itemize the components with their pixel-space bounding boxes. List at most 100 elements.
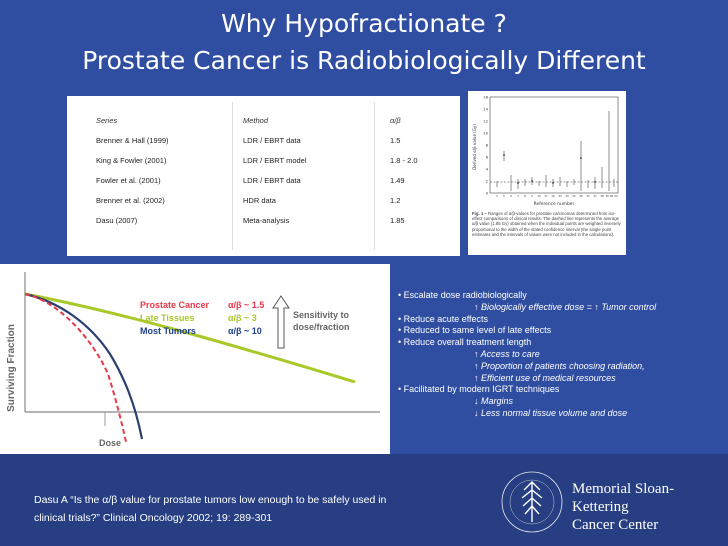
bullet-text: Reduce overall treatment length	[403, 337, 532, 348]
up-arrow-icon: ↑	[474, 348, 479, 359]
table-row: Brenner & Hall (1999) LDR / EBRT data 1.…	[67, 130, 460, 150]
surviving-fraction-label: Surviving Fraction	[6, 324, 17, 412]
legend-tumors-ratio: α/β ~ 10	[228, 326, 262, 336]
cell-alpha-beta: 1.49	[390, 175, 405, 185]
bullet-icon: •	[398, 313, 402, 324]
table-row: Fowler et al. (2001) LDR / EBRT data 1.4…	[67, 170, 460, 190]
x-tick: 19	[551, 194, 555, 198]
sub-bullet-item: ↓ Margins	[398, 396, 723, 408]
table-row: King & Fowler (2001) LDR / EBRT model 1.…	[67, 150, 460, 170]
alpha-beta-range-figure: 0 2 4 6 8 10 12 14 16 Derived α/β value …	[468, 91, 626, 255]
x-tick: 39	[605, 194, 609, 198]
sub-bullet-text: Biologically effective dose = ↑ Tumor co…	[481, 301, 657, 312]
prostate-cancer-curve	[24, 293, 127, 443]
y-tick: 6	[486, 155, 489, 160]
data-point	[531, 180, 533, 182]
x-tick: 36	[579, 194, 583, 198]
up-arrow-icon: ↑	[474, 372, 479, 383]
down-arrow-icon: ↓	[474, 407, 479, 418]
data-point	[594, 181, 596, 183]
data-point	[580, 157, 582, 159]
late-tissues-curve	[24, 292, 356, 384]
cell-series: Brenner & Hall (1999)	[96, 135, 169, 145]
y-tick: 14	[483, 107, 488, 112]
cell-alpha-beta: 1.8 - 2.0	[390, 155, 418, 165]
y-tick: 8	[486, 143, 489, 148]
cell-method: HDR data	[243, 195, 276, 205]
legend-most-tumors: Most Tumors	[140, 326, 196, 336]
x-tick: 47	[593, 194, 597, 198]
bullet-icon: •	[398, 384, 402, 395]
cell-method: LDR / EBRT data	[243, 175, 301, 185]
caption-text: Ranges of α/β-values for prostate carcin…	[472, 211, 621, 237]
citation: Dasu A “Is the α/β value for prostate tu…	[34, 491, 386, 527]
slide-title-line-1: Why Hypofractionate ?	[221, 9, 507, 38]
sensitivity-label-1: Sensitivity to	[293, 310, 350, 320]
citation-line-1: Dasu A “Is the α/β value for prostate tu…	[34, 494, 387, 506]
cell-method: Meta-analysis	[243, 215, 290, 225]
legend-prostate-ratio: α/β ~ 1.5	[228, 300, 264, 310]
x-tick: 37	[586, 194, 590, 198]
y-tick: 12	[483, 119, 488, 124]
logo-line-1: Memorial Sloan-Kettering	[572, 481, 675, 515]
x-tick: 10	[537, 194, 541, 198]
header-alpha-beta: α/β	[390, 115, 401, 125]
logo-line-2: Cancer Center	[572, 517, 659, 533]
x-axis-label: Reference number	[534, 201, 575, 207]
sub-bullet-text: Margins	[481, 396, 514, 407]
x-tick: 33	[558, 194, 562, 198]
citation-line-2: clinical trials?” Clinical Oncology 2002…	[34, 512, 273, 524]
sub-bullet-item: ↑ Proportion of patients choosing radiat…	[398, 361, 723, 373]
alpha-beta-table: Series Method α/β Brenner & Hall (1999) …	[67, 96, 460, 256]
sub-bullet-item: ↑ Efficient use of medical resources	[398, 373, 723, 385]
sub-bullet-text: Proportion of patients choosing radiatio…	[481, 360, 645, 371]
sub-bullet-text: Less normal tissue volume and dose	[481, 407, 628, 418]
bullet-item: • Reduced to same level of late effects	[398, 325, 723, 337]
cell-series: Fowler et al. (2001)	[96, 175, 161, 185]
sub-bullet-text: Access to care	[480, 348, 540, 359]
sub-bullet-item: ↓ Less normal tissue volume and dose	[398, 408, 723, 420]
x-tick: 25	[572, 194, 576, 198]
sub-bullet-item: ↑ Access to care	[398, 349, 723, 361]
caption-label: Fig. 1 –	[472, 211, 487, 216]
benefits-list: • Escalate dose radiobiologically ↑ Biol…	[398, 290, 723, 420]
x-tick: 23	[565, 194, 569, 198]
bullet-text: Facilitated by modern IGRT techniques	[403, 384, 560, 395]
bullet-item: • Escalate dose radiobiologically	[398, 290, 723, 302]
footer-bar: Dasu A “Is the α/β value for prostate tu…	[0, 454, 728, 546]
bullet-text: Reduce acute effects	[403, 313, 489, 324]
x-tick: 38	[600, 194, 604, 198]
y-tick: 16	[483, 95, 488, 100]
header-method: Method	[243, 115, 269, 125]
bullet-icon: •	[398, 337, 402, 348]
cell-method: LDR / EBRT data	[243, 135, 301, 145]
bullet-icon: •	[398, 290, 402, 300]
survival-curve-svg: Surviving Fraction Dose Prostate Cancer …	[6, 272, 380, 448]
sensitivity-arrow-icon	[272, 295, 290, 349]
table-header-row: Series Method α/β	[67, 110, 460, 130]
cell-alpha-beta: 1.5	[390, 135, 401, 145]
table-row: Dasu (2007) Meta-analysis 1.85	[67, 210, 460, 230]
cell-method: LDR / EBRT model	[243, 155, 307, 165]
x-tick: 17	[544, 194, 548, 198]
plot-frame	[489, 96, 619, 194]
bullet-item: • Reduce overall treatment length	[398, 337, 723, 349]
x-tick: 40	[610, 194, 614, 198]
most-tumors-curve	[24, 292, 144, 440]
mskcc-seal-icon	[501, 471, 563, 533]
up-arrow-icon: ↑	[474, 360, 479, 371]
range-plot: 0 2 4 6 8 10 12 14 16 Derived α/β value …	[472, 95, 619, 207]
x-tick: 5	[503, 194, 505, 198]
legend-late-ratio: α/β ~ 3	[228, 313, 257, 323]
table-row: Brenner et al. (2002) HDR data 1.2	[67, 190, 460, 210]
figure-caption: Fig. 1 – Ranges of α/β-values for prosta…	[472, 211, 622, 237]
x-tick: 9	[531, 194, 533, 198]
legend-late-tissues: Late Tissues	[140, 313, 194, 323]
legend-prostate-cancer: Prostate Cancer	[140, 300, 210, 310]
header-series: Series	[96, 115, 118, 125]
y-tick: 2	[486, 179, 489, 184]
bullet-item: • Facilitated by modern IGRT techniques	[398, 384, 723, 396]
data-point	[552, 182, 554, 184]
down-arrow-icon: ↓	[474, 396, 479, 407]
bullet-item: • Reduce acute effects	[398, 314, 723, 326]
